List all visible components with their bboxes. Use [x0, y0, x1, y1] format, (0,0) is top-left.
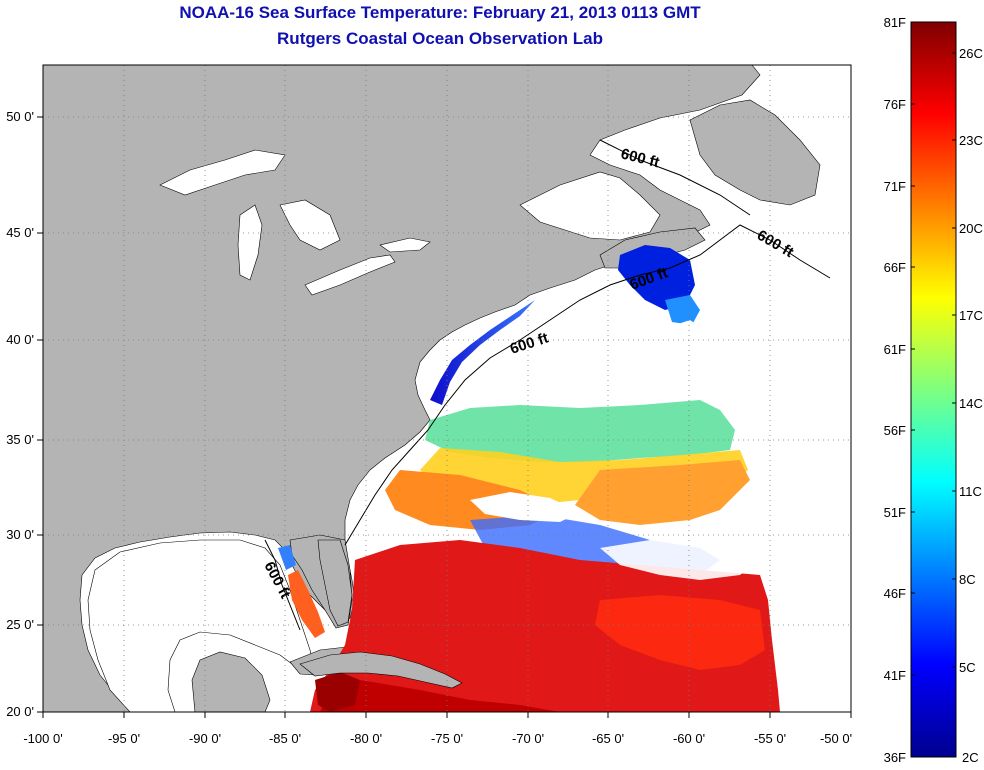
lat-tick-label: 35 0' [6, 432, 34, 447]
lon-tick-label: -65 0' [592, 731, 624, 746]
map-title: NOAA-16 Sea Surface Temperature: Februar… [179, 3, 701, 22]
colorbar-c-label: 23C [959, 133, 983, 148]
gulf-of-mexico [87, 539, 316, 712]
lon-tick-label: -60 0' [673, 731, 705, 746]
map-content: 600 ft 600 ft 600 ft 600 ft 600 ft [43, 65, 851, 712]
lake-superior [159, 149, 286, 196]
colorbar-f-label: 56F [884, 423, 906, 438]
colorbar-f-label: 41F [884, 668, 906, 683]
colorbar-c-label: 5C [959, 660, 976, 675]
colorbar-c-label: 20C [959, 221, 983, 236]
gulf-of-st-lawrence [519, 171, 661, 241]
colorbar-gradient [910, 21, 957, 758]
sst-data-layer [278, 245, 780, 712]
lake-huron [279, 199, 341, 251]
colorbar-f-label: 71F [884, 179, 906, 194]
lon-tick-label: -95 0' [108, 731, 140, 746]
lat-tick-label: 40 0' [6, 332, 34, 347]
lake-erie-ontario [304, 237, 431, 296]
colorbar-c-label: 2C [962, 750, 979, 765]
lon-tick-label: -75 0' [431, 731, 463, 746]
lat-tick-label: 30 0' [6, 527, 34, 542]
colorbar-f-label: 61F [884, 342, 906, 357]
colorbar-c-label: 17C [959, 308, 983, 323]
lat-tick-label: 20 0' [6, 704, 34, 719]
lon-tick-label: -55 0' [754, 731, 786, 746]
lat-tick-label: 50 0' [6, 109, 34, 124]
colorbar-c-label: 8C [959, 572, 976, 587]
latitude-axis: 50 0' 45 0' 40 0' 35 0' 30 0' 25 0' 20 0… [6, 109, 43, 719]
lat-tick-label: 25 0' [6, 617, 34, 632]
lon-tick-label: -90 0' [189, 731, 221, 746]
colorbar-f-label: 36F [884, 750, 906, 765]
lon-tick-label: -50 0' [820, 731, 852, 746]
cuba-overlay [299, 651, 463, 689]
colorbar-f-label: 66F [884, 260, 906, 275]
600ft-contour-line [264, 139, 831, 631]
lake-michigan [237, 204, 263, 281]
lon-tick-label: -100 0' [23, 731, 62, 746]
yucatan-land [191, 651, 271, 712]
newfoundland-land [689, 99, 821, 206]
map-subtitle: Rutgers Coastal Ocean Observation Lab [277, 29, 603, 48]
lat-tick-label: 45 0' [6, 225, 34, 240]
lon-tick-label: -85 0' [269, 731, 301, 746]
colorbar-f-label: 46F [884, 586, 906, 601]
longitude-axis: -100 0' -95 0' -90 0' -85 0' -80 0' -75 … [23, 712, 852, 746]
colorbar-c-label: 11C [959, 484, 982, 499]
colorbar-f-label: 81F [884, 15, 906, 30]
lon-tick-label: -80 0' [350, 731, 382, 746]
colorbar-c-label: 26C [959, 46, 983, 61]
colorbar: 81F 76F 71F 66F 61F 56F 51F 46F 41F 36F … [884, 15, 983, 765]
lon-tick-label: -70 0' [512, 731, 544, 746]
florida-overlay [317, 539, 353, 627]
colorbar-f-label: 51F [884, 505, 906, 520]
colorbar-f-label: 76F [884, 97, 906, 112]
colorbar-c-label: 14C [959, 396, 983, 411]
